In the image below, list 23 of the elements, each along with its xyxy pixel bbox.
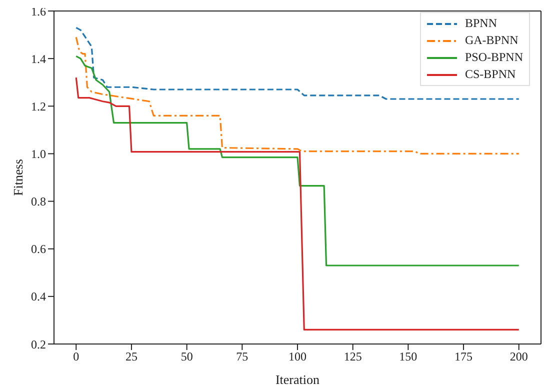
y-tick-label: 1.2 — [31, 99, 46, 114]
x-tick-label: 0 — [73, 350, 80, 364]
line-series — [75, 76, 520, 331]
x-axis-title: Iteration — [275, 372, 320, 387]
x-tick-label: 150 — [399, 350, 418, 364]
legend-label: PSO-BPNN — [464, 49, 523, 66]
x-tick-label: 50 — [180, 350, 193, 364]
y-tick-label: 0.2 — [31, 337, 46, 352]
x-tick-label: 125 — [344, 350, 362, 364]
y-tick-label: 1.4 — [31, 52, 46, 66]
y-tick-label: 0.4 — [31, 290, 46, 304]
x-tick-label: 175 — [454, 350, 473, 364]
x-tick-label: 100 — [288, 350, 306, 364]
y-tick-label: 0.6 — [31, 242, 46, 256]
legend-label: GA-BPNN — [464, 32, 518, 49]
x-tick-label: 25 — [125, 350, 138, 364]
y-tick-label: 1.0 — [31, 146, 46, 161]
y-tick-label: 0.8 — [31, 194, 46, 209]
legend-label: CS-BPNN — [464, 66, 516, 83]
x-tick-label: 75 — [236, 350, 248, 364]
legend-label: BPNN — [464, 15, 497, 32]
y-axis-title: Fitness — [10, 159, 26, 196]
x-tick-label: 200 — [510, 350, 528, 364]
